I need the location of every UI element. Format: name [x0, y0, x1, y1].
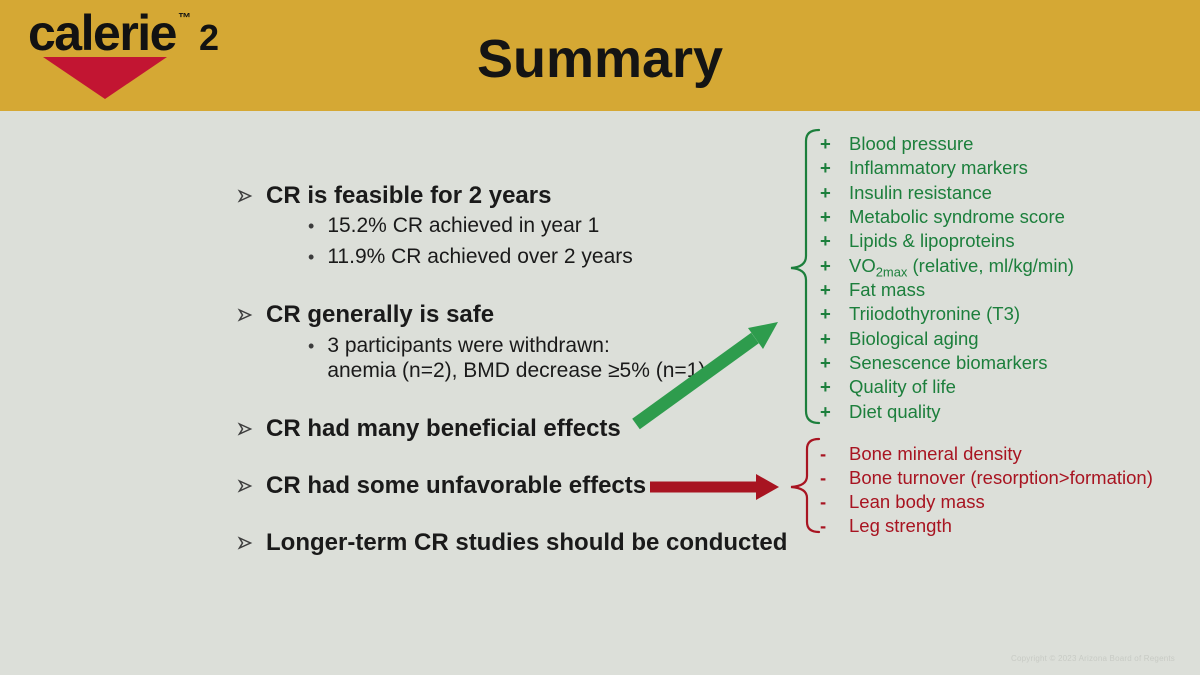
sub-bullet-text: 3 participants were withdrawn: anemia (n… — [327, 334, 706, 382]
logo-triangle-icon — [43, 57, 167, 99]
plus-marker: + — [820, 181, 831, 203]
plus-marker: + — [820, 303, 831, 325]
bullet-longer-term: Longer-term CR studies should be conduct… — [237, 529, 787, 557]
list-item: - Leg strength — [820, 515, 952, 536]
bullet-label: Longer-term CR studies should be conduct… — [266, 529, 788, 556]
arrowhead-bullet-icon — [237, 535, 253, 556]
plus-marker: + — [820, 400, 831, 422]
list-item: + Blood pressure — [820, 132, 1074, 156]
arrowhead-bullet-icon — [237, 307, 253, 328]
dot-bullet-icon: • — [308, 216, 315, 236]
bullet-cr-safe: CR generally is safe — [237, 301, 494, 329]
list-item: + Senescence biomarkers — [820, 351, 1074, 375]
list-item: - Bone mineral density — [820, 443, 1022, 464]
plus-marker: + — [820, 327, 831, 349]
bullet-beneficial-effects: CR had many beneficial effects — [237, 415, 621, 443]
dot-bullet-icon: • — [308, 247, 315, 267]
list-item: - Bone turnover (resorption>formation) — [820, 467, 1153, 488]
trademark-symbol: ™ — [177, 10, 191, 25]
minus-marker: - — [820, 443, 827, 464]
sub-bullet-year1: • 15.2% CR achieved in year 1 — [308, 214, 599, 239]
arrowhead-bullet-icon — [237, 421, 253, 442]
bullet-unfavorable-effects: CR had some unfavorable effects — [237, 472, 646, 500]
logo-number: 2 — [198, 17, 220, 58]
header-band: calerie ™ 2 Summary — [0, 0, 1200, 111]
bullet-cr-feasible: CR is feasible for 2 years — [237, 182, 551, 210]
bullet-label: CR generally is safe — [266, 301, 495, 328]
arrowhead-bullet-icon — [237, 188, 253, 209]
list-item: + Biological aging — [820, 327, 1074, 351]
sub-bullet-2years: • 11.9% CR achieved over 2 years — [308, 245, 633, 270]
minus-marker: - — [820, 467, 827, 488]
list-item: + Lipids & lipoproteins — [820, 229, 1074, 253]
sub-bullet-text: 15.2% CR achieved in year 1 — [327, 214, 600, 237]
plus-marker: + — [820, 279, 831, 301]
page-title: Summary — [476, 29, 724, 89]
bullet-label: CR had some unfavorable effects — [266, 472, 647, 499]
list-item-vo2max: + VO2max (relative, ml/kg/min) — [820, 254, 1074, 280]
red-brace — [790, 437, 821, 534]
list-item: - Lean body mass — [820, 491, 985, 512]
plus-marker: + — [820, 376, 831, 398]
sub-bullet-text: 11.9% CR achieved over 2 years — [327, 245, 633, 268]
plus-marker: + — [820, 352, 831, 374]
unfavorable-effects-list: - Bone mineral density - Bone turnover (re… — [820, 442, 1153, 538]
plus-marker: + — [820, 206, 831, 228]
calerie-logo: calerie ™ 2 — [28, 8, 219, 58]
bullet-label: CR had many beneficial effects — [266, 415, 621, 442]
list-item: + Diet quality — [820, 400, 1074, 424]
plus-marker: + — [820, 230, 831, 252]
bullet-label: CR is feasible for 2 years — [266, 182, 552, 209]
list-item: + Insulin resistance — [820, 181, 1074, 205]
plus-marker: + — [820, 133, 831, 154]
minus-marker: - — [820, 491, 827, 512]
red-arrow — [650, 474, 779, 500]
list-item: + Triiodothyronine (T3) — [820, 302, 1074, 326]
copyright-text: Copyright © 2023 Arizona Board of Regent… — [1011, 654, 1175, 663]
plus-marker: + — [820, 254, 831, 276]
plus-marker: + — [820, 157, 831, 179]
arrowhead-bullet-icon — [237, 478, 253, 499]
list-item: + Quality of life — [820, 375, 1074, 399]
dot-bullet-icon: • — [308, 336, 315, 356]
logo-brand-text: calerie — [28, 5, 177, 61]
minus-marker: - — [820, 515, 827, 536]
list-item: + Fat mass — [820, 278, 1074, 302]
green-brace — [790, 128, 821, 425]
beneficial-effects-list: + Blood pressure + Inflammatory markers + I… — [820, 132, 1074, 424]
list-item: + Metabolic syndrome score — [820, 205, 1074, 229]
sub-bullet-withdrawn: • 3 participants were withdrawn: anemia … — [308, 334, 705, 383]
list-item: + Inflammatory markers — [820, 156, 1074, 180]
